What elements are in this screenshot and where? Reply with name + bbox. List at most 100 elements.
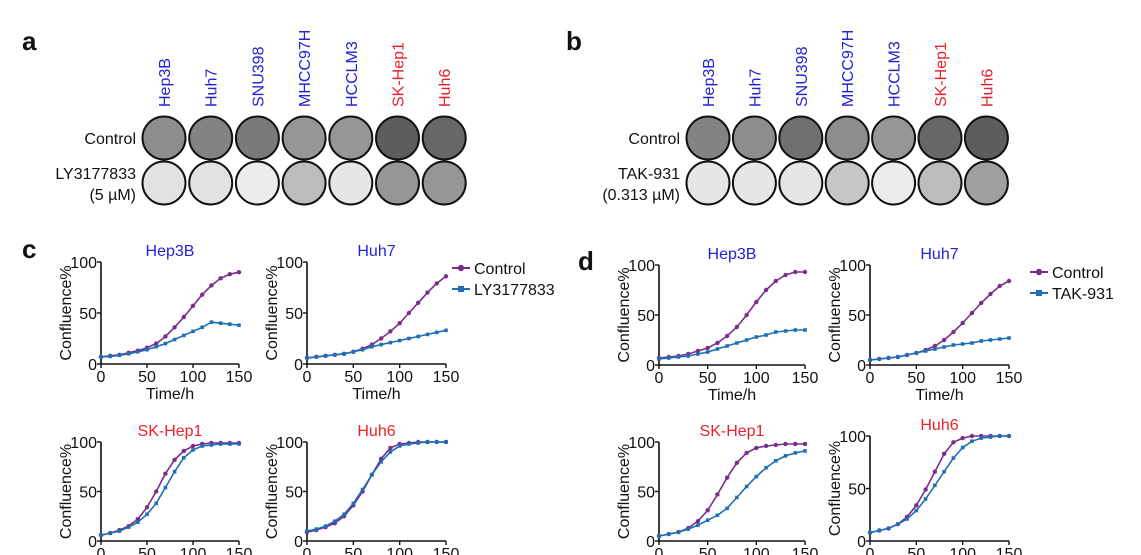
data-point-control [388,329,393,334]
data-point-drug [715,513,720,518]
data-point-drug [676,355,681,359]
data-point-control [802,441,808,447]
data-point-drug [905,353,909,357]
data-point-control [705,345,710,351]
x-axis-label: Time/h [708,387,756,404]
data-point-drug [379,460,383,464]
data-point-drug [933,347,937,351]
x-tick-label: 100 [386,546,413,555]
data-point-control [932,469,938,474]
y-tick-label: 50 [285,485,303,502]
panel-a: a Hep3B Huh7 SNU398 MHCC97H HCCLM3 SK-Hep1 Huh6… [22,26,467,206]
data-point-drug [425,332,430,337]
cell-line-label: SK-Hep1 [391,42,408,107]
series-line-ly3177833 [306,329,447,359]
well [871,160,917,206]
data-point-control [434,281,439,286]
data-point-drug [997,434,1002,438]
data-point-drug [333,353,337,357]
x-tick-label: 50 [344,546,362,555]
y-axis-label: Confluence% [58,444,75,539]
data-point-control [724,475,730,480]
data-point-control [416,300,421,305]
well [234,160,280,206]
data-point-control [695,519,701,524]
data-point-drug [126,525,131,529]
data-point-control [773,442,778,448]
data-point-drug [370,344,374,349]
legend-item-control: Control [452,261,526,278]
data-point-drug [657,357,661,361]
data-point-drug [305,356,309,360]
data-point-drug [744,338,749,342]
cell-line-label: SK-Hep1 [933,42,950,107]
data-point-drug [764,333,768,337]
well [141,115,187,161]
y-tick-label: 50 [848,482,866,499]
chart-title: SK-Hep1 [700,423,765,440]
x-tick-label: 50 [138,546,156,555]
data-point-control [209,283,214,288]
data-point-drug [425,440,430,444]
data-point-drug [933,483,937,488]
data-point-control [154,341,159,346]
data-point-control [734,324,740,330]
x-tick-label: 100 [743,370,770,387]
data-point-control [388,445,393,451]
chart-title: Huh7 [357,243,395,260]
data-point-control [397,321,402,326]
data-point-drug [735,341,739,345]
x-tick-label: 50 [907,546,925,555]
data-point-drug [228,322,232,327]
well [917,115,963,161]
data-point-drug [725,506,729,511]
cell-line-label: MHCC97H [297,30,314,107]
data-point-control [425,290,430,295]
data-point-drug [209,320,214,324]
x-tick-label: 100 [949,370,976,387]
data-point-control [923,487,928,492]
data-point-drug [182,333,186,338]
cell-line-label: Huh6 [437,69,454,107]
row-label: TAK-931 [618,166,680,183]
data-point-drug [108,354,112,359]
data-point-drug [988,435,993,439]
cell-line-label: Hep3B [701,58,718,107]
row-label: LY3177833 [55,166,136,183]
x-axis-label: Time/h [146,386,194,403]
data-point-drug [1007,434,1011,438]
x-tick-label: 100 [743,546,770,555]
data-point-drug [896,522,900,526]
data-point-control [172,325,177,330]
data-point-drug [868,358,872,362]
panel-letter: c [22,234,36,264]
data-point-control [724,333,730,339]
y-axis-label: Confluence% [616,444,633,539]
data-point-drug [218,321,223,325]
well [871,115,917,161]
data-point-drug [686,527,690,531]
well [421,115,467,161]
well [824,160,870,206]
data-point-drug [705,350,710,354]
data-point-drug [314,527,319,531]
data-point-drug [172,469,177,474]
data-point-control [163,471,168,476]
data-point-drug [783,329,788,333]
data-point-drug [333,519,337,523]
panel-b: b Hep3B Huh7 SNU398 MHCC97H HCCLM3 SK-Hep1 Huh6… [566,26,1009,206]
x-tick-label: 0 [97,546,106,555]
data-point-drug [117,353,122,358]
data-point-drug [774,459,778,463]
data-point-control [914,503,919,508]
data-point-drug [705,518,710,523]
legend-item-control: Control [1030,265,1104,282]
well [731,160,777,206]
well [281,115,327,161]
x-tick-label: 0 [303,369,312,386]
data-point-drug [735,495,739,500]
data-point-drug [108,531,112,535]
data-point-drug [676,530,681,534]
